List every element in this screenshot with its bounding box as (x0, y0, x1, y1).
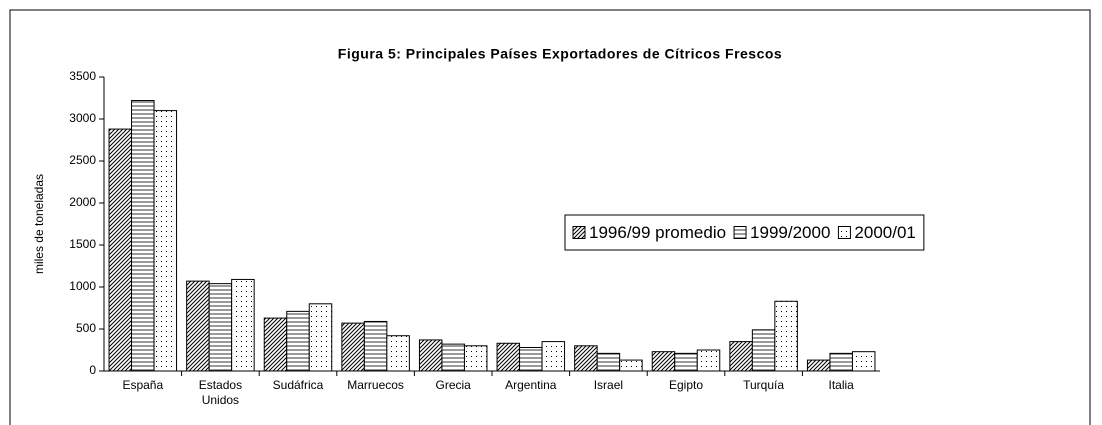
bar (308, 303, 333, 372)
x-tick-label: Turquía (743, 378, 785, 392)
bar (231, 278, 255, 372)
x-tick-label: Italia (828, 378, 854, 392)
y-tick-label: 3000 (69, 111, 96, 125)
y-tick-label: 0 (89, 363, 96, 377)
frame (9, 9, 1091, 425)
bar (108, 128, 133, 372)
bar (751, 329, 776, 372)
legend-swatch (572, 226, 586, 239)
bar (619, 359, 643, 372)
bar (441, 343, 465, 372)
bar (496, 342, 521, 372)
x-tick-label: España (122, 378, 164, 392)
y-tick-label: 2500 (69, 153, 96, 167)
bar (341, 322, 365, 372)
bar (674, 352, 698, 372)
x-tick-label: Marruecos (347, 378, 404, 392)
bar (774, 300, 798, 372)
x-tick-label: Argentina (505, 378, 557, 392)
bar (208, 283, 233, 372)
bar (263, 317, 288, 372)
bar (186, 280, 210, 372)
legend-label: 2000/01 (854, 223, 915, 242)
bar (363, 320, 388, 372)
bar (651, 351, 676, 372)
bar (418, 339, 443, 372)
bar (596, 352, 621, 372)
bar (541, 341, 566, 372)
bar (729, 341, 753, 372)
legend: 1996/99 promedio 1999/2000 2000/01 (564, 214, 925, 251)
y-tick-label: 1000 (69, 279, 96, 293)
bar (519, 346, 543, 372)
bar (829, 352, 853, 372)
y-tick-label: 2000 (69, 195, 96, 209)
bar (153, 110, 178, 372)
y-tick-label: 500 (76, 321, 96, 335)
x-tick-label: Estados Unidos (198, 378, 243, 407)
bar (463, 345, 488, 372)
x-tick-label: Sudáfrica (272, 378, 324, 392)
x-tick-label: Egipto (668, 378, 704, 392)
legend-label: 1996/99 promedio (589, 223, 726, 242)
y-tick-label: 3500 (69, 69, 96, 83)
bar (806, 359, 831, 372)
y-tick-label: 1500 (69, 237, 96, 251)
legend-label: 1999/2000 (750, 223, 830, 242)
chart-title: Figura 5: Principales Países Exportadore… (338, 46, 782, 62)
y-axis-title: miles de toneladas (32, 174, 46, 274)
bar (696, 349, 721, 372)
legend-swatch (837, 226, 851, 239)
bar (386, 335, 410, 372)
bar (851, 351, 876, 372)
bar (131, 100, 155, 372)
x-tick-label: Israel (593, 378, 624, 392)
legend-swatch (733, 226, 747, 239)
bar (286, 310, 310, 372)
bar (574, 345, 598, 372)
x-tick-label: Grecia (435, 378, 471, 392)
